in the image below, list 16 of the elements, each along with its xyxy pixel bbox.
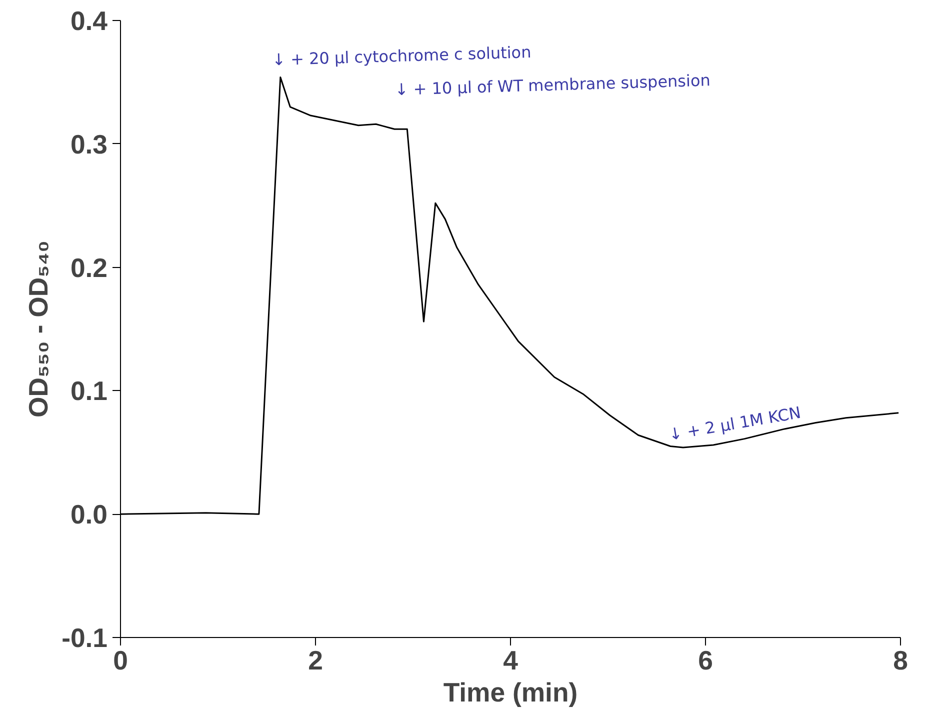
annotation: ↓ + 2 µl 1M KCN (667, 402, 802, 444)
annotation: ↓ + 20 µl cytochrome c solution (272, 42, 532, 70)
y-tick-label: 0.1 (70, 376, 108, 406)
x-tick-label: 0 (113, 646, 128, 676)
y-tick-label: 0.0 (70, 500, 108, 530)
y-axis-title: OD₅₅₀ - OD₅₄₀ (24, 240, 54, 418)
y-tick-label: 0.4 (70, 6, 108, 36)
y-tick-label: 0.3 (70, 129, 108, 160)
x-axis-title: Time (min) (443, 678, 578, 708)
y-tick-label: 0.2 (70, 252, 108, 283)
annotation: ↓ + 10 µl of WT membrane suspension (394, 70, 711, 100)
x-tick-label: 4 (503, 646, 518, 676)
x-tick-label: 2 (308, 646, 323, 676)
x-tick-label: 6 (698, 646, 713, 676)
x-tick-label: 8 (893, 646, 908, 676)
y-tick-label: -0.1 (62, 623, 108, 653)
